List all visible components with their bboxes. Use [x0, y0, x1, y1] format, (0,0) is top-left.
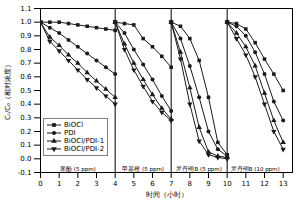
svg-text:10: 10 — [223, 180, 232, 188]
svg-text:0.6: 0.6 — [20, 73, 32, 81]
svg-text:0.1: 0.1 — [20, 141, 31, 149]
svg-text:7: 7 — [169, 180, 173, 188]
svg-text:1.1: 1.1 — [20, 5, 31, 13]
svg-text:苯酚 (5 ppm): 苯酚 (5 ppm) — [60, 166, 96, 173]
svg-text:0.7: 0.7 — [20, 59, 31, 67]
svg-text:0.8: 0.8 — [20, 46, 31, 54]
svg-text:6: 6 — [150, 180, 155, 188]
svg-text:4: 4 — [113, 180, 118, 188]
html-text:PDI: PDI — [64, 129, 76, 138]
svg-text:时间（小时）: 时间（小时） — [146, 191, 188, 199]
svg-text:0.5: 0.5 — [20, 87, 31, 95]
svg-text:3: 3 — [94, 180, 98, 188]
svg-text:Cₜ/C₀（相对浓度）: Cₜ/C₀（相对浓度） — [4, 61, 12, 120]
html-text:BiOCl/PDI-1: BiOCl/PDI-1 — [64, 137, 105, 146]
svg-text:8: 8 — [188, 180, 192, 188]
svg-text:0.9: 0.9 — [20, 32, 31, 40]
svg-text:13: 13 — [279, 180, 288, 188]
svg-text:0.0: 0.0 — [20, 155, 31, 163]
svg-text:12: 12 — [260, 180, 269, 188]
html-text:BiOCl: BiOCl — [64, 121, 84, 130]
svg-text:罗丹明B (10 ppm): 罗丹明B (10 ppm) — [231, 166, 280, 173]
svg-text:5: 5 — [132, 180, 136, 188]
svg-text:1.0: 1.0 — [20, 18, 31, 26]
svg-text:9: 9 — [206, 180, 210, 188]
svg-text:11: 11 — [241, 180, 250, 188]
svg-text:0.2: 0.2 — [20, 128, 31, 136]
svg-text:-0.1: -0.1 — [18, 169, 32, 177]
html-text:BiOCl/PDI-2: BiOCl/PDI-2 — [64, 145, 105, 154]
svg-text:罗丹明B (5 ppm): 罗丹明B (5 ppm) — [176, 166, 221, 173]
svg-text:0.4: 0.4 — [20, 100, 32, 108]
svg-text:甲基橙 (5 ppm): 甲基橙 (5 ppm) — [122, 166, 164, 173]
svg-text:0.3: 0.3 — [20, 114, 31, 122]
svg-text:1: 1 — [57, 180, 61, 188]
svg-text:2: 2 — [76, 180, 80, 188]
svg-text:0: 0 — [38, 180, 42, 188]
